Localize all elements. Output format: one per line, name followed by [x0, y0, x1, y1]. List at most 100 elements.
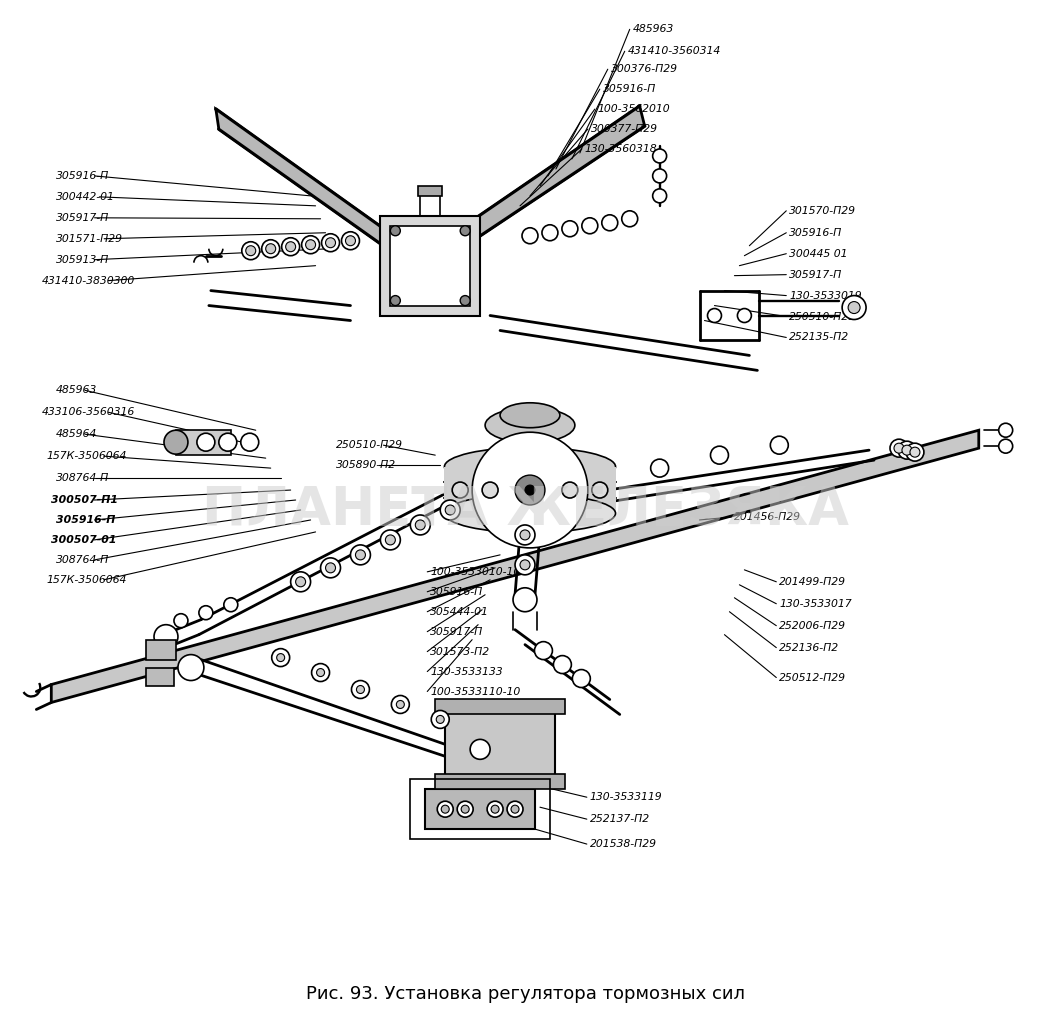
Circle shape: [174, 613, 188, 628]
Circle shape: [651, 460, 669, 477]
Circle shape: [261, 239, 279, 258]
Text: 301573-П2: 301573-П2: [430, 647, 490, 656]
Circle shape: [711, 446, 729, 464]
Text: 300507-П1: 300507-П1: [51, 495, 119, 505]
Text: 305916-П: 305916-П: [57, 171, 109, 181]
Circle shape: [602, 215, 617, 230]
Circle shape: [391, 296, 400, 306]
Circle shape: [999, 423, 1012, 437]
Circle shape: [416, 520, 425, 530]
Text: 157К-3506064: 157К-3506064: [46, 575, 127, 585]
Circle shape: [197, 433, 215, 451]
Circle shape: [520, 530, 530, 540]
Circle shape: [516, 475, 545, 505]
Circle shape: [351, 545, 371, 565]
Ellipse shape: [500, 403, 560, 428]
Circle shape: [326, 562, 336, 573]
Text: 250510-П29: 250510-П29: [336, 440, 402, 450]
Text: 305916-П: 305916-П: [790, 228, 842, 237]
Circle shape: [562, 482, 578, 498]
Text: 300376-П29: 300376-П29: [611, 64, 677, 74]
Circle shape: [445, 505, 456, 515]
Circle shape: [240, 433, 258, 451]
Circle shape: [513, 588, 537, 611]
Text: 431410-3560314: 431410-3560314: [628, 46, 721, 56]
Text: 100-3562010: 100-3562010: [597, 104, 671, 114]
Circle shape: [266, 244, 276, 254]
Circle shape: [391, 226, 400, 235]
Circle shape: [281, 237, 299, 256]
Circle shape: [392, 696, 410, 713]
Circle shape: [380, 530, 400, 550]
Circle shape: [507, 801, 523, 817]
Circle shape: [848, 302, 860, 314]
Text: 305890-П2: 305890-П2: [336, 461, 396, 470]
Text: 252006-П29: 252006-П29: [779, 621, 846, 631]
Circle shape: [542, 225, 558, 240]
Polygon shape: [450, 106, 645, 256]
Circle shape: [525, 485, 534, 495]
Circle shape: [341, 231, 359, 250]
Bar: [176, 430, 231, 455]
Circle shape: [441, 805, 449, 813]
Polygon shape: [450, 106, 645, 256]
Circle shape: [653, 169, 667, 182]
Text: 305917-П: 305917-П: [790, 270, 842, 279]
Circle shape: [511, 805, 519, 813]
Text: 250510-П29: 250510-П29: [790, 312, 857, 322]
Circle shape: [242, 242, 259, 260]
Circle shape: [306, 239, 316, 250]
Circle shape: [898, 441, 916, 460]
Text: Рис. 93. Установка регулятора тормозных сил: Рис. 93. Установка регулятора тормозных …: [306, 984, 744, 1003]
Circle shape: [534, 642, 552, 659]
Text: 130-3560318: 130-3560318: [585, 144, 657, 154]
Circle shape: [224, 598, 237, 611]
Circle shape: [470, 740, 490, 759]
Circle shape: [296, 577, 306, 587]
Text: 305917-П: 305917-П: [57, 213, 109, 223]
Circle shape: [622, 211, 637, 227]
Ellipse shape: [444, 494, 615, 533]
Circle shape: [460, 296, 470, 306]
Text: 485964: 485964: [57, 429, 98, 439]
Text: 485963: 485963: [57, 385, 98, 395]
Text: 305916-П: 305916-П: [430, 587, 483, 597]
Text: 252136-П2: 252136-П2: [779, 643, 839, 652]
Circle shape: [432, 710, 449, 729]
Text: 250512-П29: 250512-П29: [779, 673, 846, 683]
Circle shape: [894, 443, 904, 453]
Bar: [425, 790, 534, 829]
Circle shape: [653, 149, 667, 163]
Ellipse shape: [444, 447, 615, 486]
Text: 300445 01: 300445 01: [790, 249, 847, 259]
Text: 305913-П: 305913-П: [57, 255, 109, 265]
Circle shape: [286, 242, 296, 252]
Circle shape: [890, 439, 908, 458]
Circle shape: [572, 669, 590, 688]
Circle shape: [516, 525, 534, 545]
Circle shape: [582, 218, 597, 233]
Text: ПЛАНЕТА ЖЕЛЕЗЯКА: ПЛАНЕТА ЖЕЛЕЗЯКА: [202, 483, 848, 536]
Circle shape: [491, 805, 499, 813]
Circle shape: [461, 805, 469, 813]
Circle shape: [520, 559, 530, 570]
Circle shape: [457, 801, 474, 817]
Circle shape: [910, 447, 920, 458]
Circle shape: [320, 557, 340, 578]
Text: 130-3533133: 130-3533133: [430, 666, 503, 677]
Circle shape: [562, 221, 578, 236]
Circle shape: [218, 433, 237, 451]
Circle shape: [487, 801, 503, 817]
Text: 252137-П2: 252137-П2: [590, 814, 650, 824]
Circle shape: [482, 482, 498, 498]
Circle shape: [326, 237, 336, 248]
Text: 252135-П2: 252135-П2: [790, 332, 849, 342]
Bar: [391, 226, 470, 306]
Circle shape: [437, 801, 454, 817]
Text: 308764-П: 308764-П: [57, 473, 109, 483]
Circle shape: [272, 649, 290, 666]
Circle shape: [553, 655, 571, 674]
Polygon shape: [216, 109, 400, 258]
Text: 130-3533019: 130-3533019: [790, 290, 862, 301]
Text: 308764-П: 308764-П: [57, 555, 109, 565]
